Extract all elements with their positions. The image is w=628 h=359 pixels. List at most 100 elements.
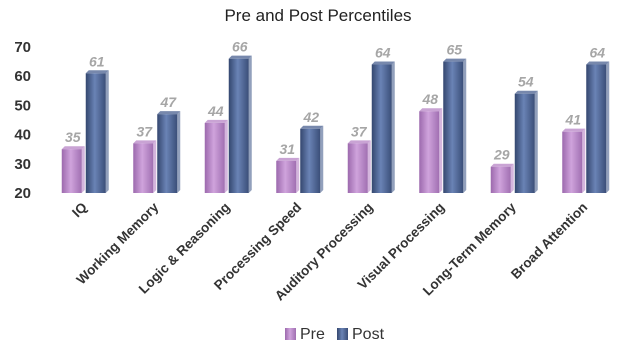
bar-pre-group: 37 [133, 123, 157, 193]
bar-post-group: 42 [300, 109, 324, 193]
bar-post-group: 65 [443, 42, 467, 193]
data-label: 35 [65, 129, 81, 145]
legend-swatch [337, 328, 348, 340]
data-label: 42 [302, 109, 319, 125]
y-tick-label: 50 [14, 97, 31, 114]
chart-title: Pre and Post Percentiles [224, 6, 411, 25]
bar-post [85, 73, 106, 193]
bar-top-face [204, 119, 228, 123]
bar-top-face [562, 128, 586, 132]
data-label: 44 [207, 103, 224, 119]
bar-side-face [81, 146, 85, 193]
y-tick-label: 30 [14, 156, 31, 173]
bar-side-face [463, 58, 467, 193]
bar-top-face [443, 58, 467, 62]
bar-side-face [153, 140, 157, 193]
data-label: 48 [421, 91, 438, 107]
data-label: 66 [232, 39, 248, 55]
bar-post-group: 47 [157, 94, 181, 193]
bar-pre-group: 48 [419, 91, 443, 193]
bar-side-face [391, 61, 395, 193]
bar-pre [347, 143, 368, 193]
bar-top-face [300, 125, 324, 129]
legend: Pre Post [285, 326, 385, 343]
x-tick-label: IQ [69, 200, 90, 221]
bar-side-face [105, 70, 109, 193]
bar-pre [133, 143, 154, 193]
bar-post [228, 58, 249, 194]
y-tick-label: 70 [14, 39, 31, 56]
bar-top-face [276, 157, 300, 161]
bar-top-face [157, 111, 181, 115]
bar-pre-group: 41 [562, 112, 586, 193]
bar-post [586, 64, 607, 194]
bar-pre-group: 31 [276, 141, 300, 193]
bars: 35 61 37 47 44 66 31 42 37 64 48 65 29 54 41 64 [61, 39, 610, 194]
y-tick-label: 60 [14, 68, 31, 85]
bar-side-face [224, 119, 228, 193]
data-label: 31 [279, 141, 295, 157]
bar-top-face [490, 163, 514, 167]
bar-side-face [296, 157, 300, 193]
bar-top-face [419, 108, 443, 112]
legend-swatch [285, 328, 296, 340]
bar-side-face [320, 125, 324, 193]
bar-top-face [514, 90, 538, 94]
bar-side-face [177, 111, 181, 193]
data-label: 64 [375, 45, 391, 61]
bar-pre [61, 149, 82, 193]
bar-pre [276, 160, 297, 193]
data-label: 37 [136, 123, 153, 139]
bar-side-face [248, 55, 252, 194]
bar-post-group: 54 [514, 74, 538, 193]
x-tick-label: Broad Attention [508, 200, 590, 282]
data-label: 65 [446, 42, 462, 58]
bar-side-face [439, 108, 443, 193]
bar-top-face [347, 140, 371, 144]
legend-item-post: Post [337, 326, 385, 343]
bar-pre-group: 37 [347, 123, 371, 193]
bar-top-face [228, 55, 252, 59]
bar-post-group: 66 [228, 39, 252, 194]
bar-pre [419, 111, 440, 193]
bar-post-group: 61 [85, 53, 109, 193]
data-label: 37 [351, 123, 368, 139]
bar-side-face [606, 61, 610, 193]
legend-label: Post [352, 326, 385, 343]
data-label: 29 [493, 147, 510, 163]
y-tick-label: 20 [14, 185, 31, 202]
bar-side-face [510, 163, 514, 193]
bar-top-face [586, 61, 610, 65]
y-tick-label: 40 [14, 127, 31, 144]
bar-post [443, 61, 464, 193]
bar-side-face [367, 140, 371, 193]
bar-top-face [85, 70, 109, 74]
legend-label: Pre [300, 326, 325, 343]
bar-post [157, 114, 178, 193]
bar-pre [490, 166, 511, 193]
bar-top-face [133, 140, 157, 144]
bar-pre [562, 131, 583, 193]
bar-side-face [582, 128, 586, 193]
bar-top-face [61, 146, 85, 150]
legend-item-pre: Pre [285, 326, 325, 343]
bar-post [514, 93, 535, 193]
bar-pre-group: 35 [61, 129, 85, 193]
bar-side-face [534, 90, 538, 193]
bar-pre-group: 44 [204, 103, 228, 193]
bar-pre [204, 122, 225, 193]
data-label: 54 [518, 74, 534, 90]
data-label: 47 [159, 94, 177, 110]
bar-post [371, 64, 392, 194]
bar-post-group: 64 [586, 45, 610, 194]
bar-pre-group: 29 [490, 147, 514, 193]
data-label: 41 [564, 112, 581, 128]
bar-top-face [371, 61, 395, 65]
data-label: 64 [589, 45, 605, 61]
data-label: 61 [89, 53, 105, 69]
bar-post [300, 128, 321, 193]
y-axis: 20 30 40 50 60 70 [14, 39, 31, 202]
